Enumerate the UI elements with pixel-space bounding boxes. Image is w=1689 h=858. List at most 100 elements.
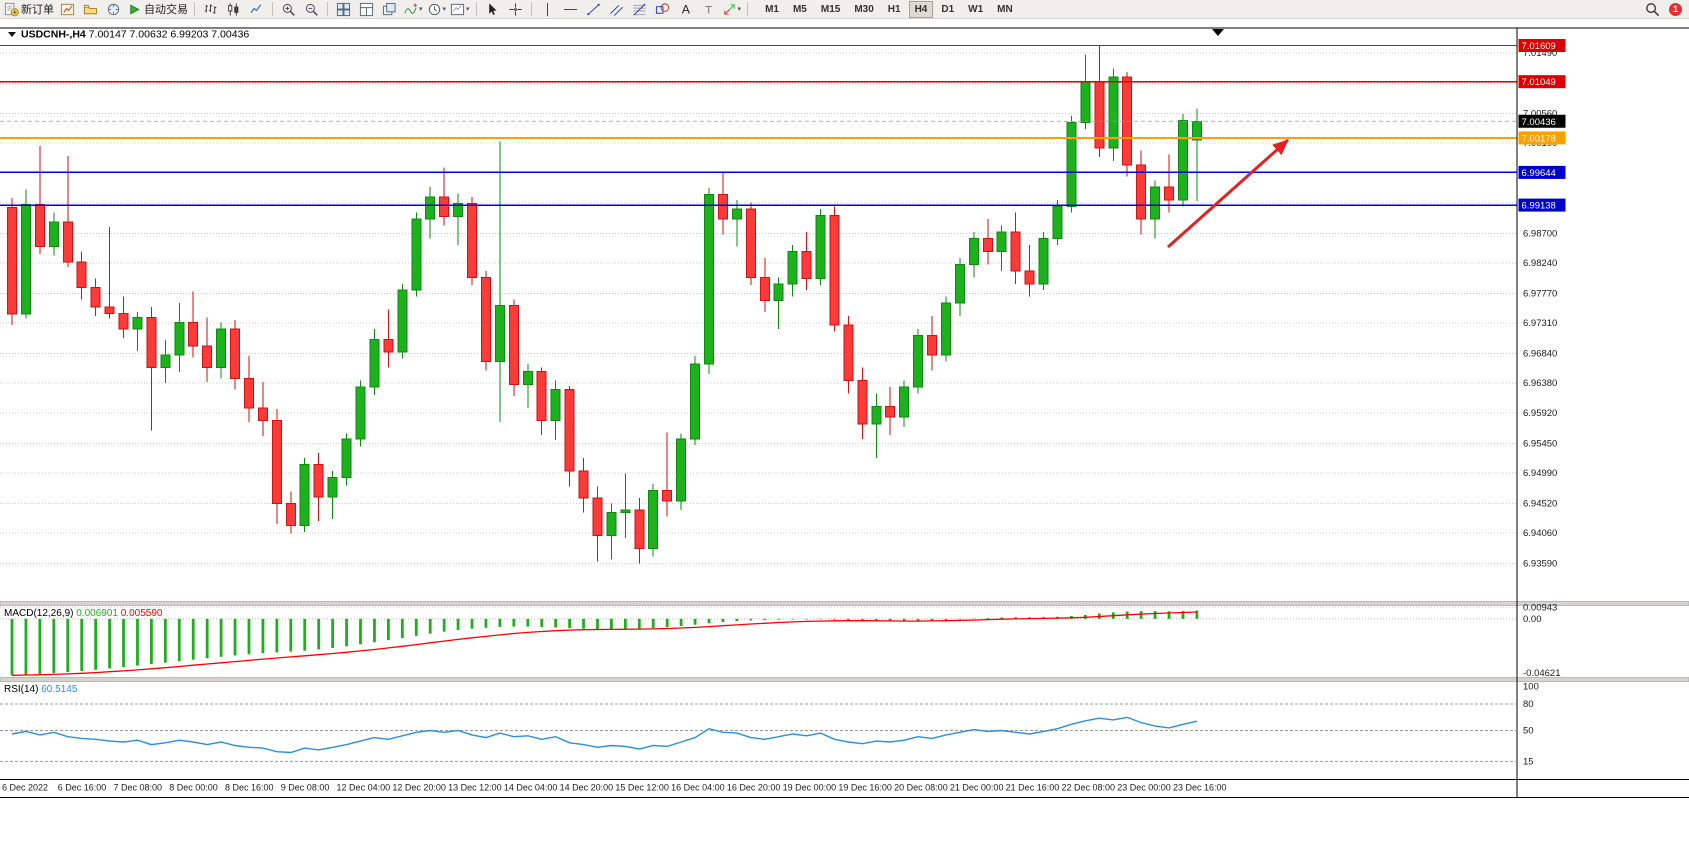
- candle-body[interactable]: [132, 316, 143, 330]
- candle-body[interactable]: [773, 283, 784, 302]
- navigator-button[interactable]: [102, 1, 125, 18]
- cursor-button[interactable]: [481, 1, 504, 18]
- trend-arrow-annotation[interactable]: [1167, 138, 1289, 249]
- templates-button[interactable]: ▾: [448, 1, 472, 18]
- candlestick-mode-button[interactable]: [222, 1, 245, 18]
- candle-body[interactable]: [704, 194, 714, 365]
- candle-body[interactable]: [355, 386, 366, 440]
- candle-body[interactable]: [1191, 120, 1202, 141]
- candle-body[interactable]: [1150, 186, 1161, 220]
- candle-body[interactable]: [982, 238, 993, 252]
- candle-body[interactable]: [550, 389, 561, 422]
- candle-body[interactable]: [536, 371, 547, 422]
- trendline-button[interactable]: [582, 1, 605, 18]
- candle-body[interactable]: [494, 305, 505, 362]
- candle-body[interactable]: [48, 221, 59, 247]
- candle-body[interactable]: [160, 354, 171, 369]
- arrows-button[interactable]: ▾: [720, 1, 744, 18]
- candle-body[interactable]: [731, 208, 742, 220]
- timeframe-h4-button[interactable]: H4: [908, 0, 934, 18]
- candle-body[interactable]: [1164, 186, 1175, 201]
- candle-body[interactable]: [522, 371, 533, 386]
- candle-body[interactable]: [397, 289, 408, 353]
- text-label-button[interactable]: T: [697, 1, 720, 18]
- rsi-pane-splitter[interactable]: [0, 677, 1689, 682]
- timeframe-h1-button[interactable]: H1: [887, 3, 901, 15]
- candle-body[interactable]: [383, 338, 394, 353]
- shapes-button[interactable]: [651, 1, 674, 18]
- candle-body[interactable]: [801, 250, 812, 280]
- candle-body[interactable]: [606, 511, 617, 537]
- text-button[interactable]: A: [674, 1, 697, 18]
- candle-body[interactable]: [257, 407, 268, 422]
- candle-body[interactable]: [1038, 238, 1049, 285]
- chart-shift-marker[interactable]: [1212, 29, 1224, 36]
- timeframe-m5-button[interactable]: M5: [792, 3, 807, 15]
- candle-body[interactable]: [1066, 121, 1077, 207]
- zoom-out-button[interactable]: [300, 1, 323, 18]
- candle-body[interactable]: [648, 489, 659, 550]
- cascade-windows-button[interactable]: [378, 1, 401, 18]
- candle-body[interactable]: [927, 334, 938, 356]
- templates-dropdown-icon[interactable]: ▾: [466, 6, 470, 13]
- candle-body[interactable]: [996, 231, 1007, 252]
- candle-body[interactable]: [453, 203, 464, 218]
- candle-body[interactable]: [467, 203, 478, 278]
- candle-body[interactable]: [1080, 81, 1091, 123]
- candle-body[interactable]: [104, 306, 115, 314]
- bar-chart-mode-button[interactable]: [199, 1, 222, 18]
- timeframe-mn-button[interactable]: MN: [997, 3, 1013, 15]
- candle-body[interactable]: [299, 464, 310, 526]
- candle-body[interactable]: [313, 464, 324, 498]
- candle-body[interactable]: [202, 345, 213, 369]
- candle-body[interactable]: [188, 322, 199, 347]
- candle-body[interactable]: [940, 302, 951, 356]
- candle-body[interactable]: [1136, 164, 1147, 220]
- candle-body[interactable]: [815, 214, 826, 280]
- candle-body[interactable]: [146, 316, 157, 369]
- candle-body[interactable]: [843, 324, 854, 382]
- candle-body[interactable]: [90, 287, 101, 308]
- candle-body[interactable]: [327, 477, 338, 498]
- timeframe-m15-button[interactable]: M15: [820, 3, 841, 15]
- periods-button[interactable]: ▾: [425, 1, 449, 18]
- candle-body[interactable]: [968, 238, 979, 265]
- candle-body[interactable]: [829, 214, 840, 326]
- macd-pane-splitter[interactable]: [0, 601, 1689, 606]
- equidistant-channel-button[interactable]: [605, 1, 628, 18]
- candle-body[interactable]: [34, 203, 45, 247]
- crosshair-button[interactable]: [504, 1, 527, 18]
- candle-body[interactable]: [1108, 76, 1119, 149]
- candle-body[interactable]: [1010, 231, 1021, 272]
- candle-body[interactable]: [578, 470, 589, 499]
- candle-body[interactable]: [857, 380, 868, 425]
- candle-body[interactable]: [271, 420, 282, 504]
- candle-body[interactable]: [787, 250, 798, 285]
- candle-body[interactable]: [690, 363, 701, 440]
- candle-body[interactable]: [411, 218, 422, 291]
- candle-body[interactable]: [480, 276, 491, 362]
- profiles-button[interactable]: [79, 1, 102, 18]
- candle-body[interactable]: [76, 261, 87, 289]
- timeframe-m30-button[interactable]: M30: [854, 3, 874, 15]
- candle-body[interactable]: [230, 328, 241, 380]
- candle-body[interactable]: [717, 194, 728, 220]
- notification-badge[interactable]: 1: [1669, 2, 1682, 16]
- timeframe-m1-button[interactable]: M1: [765, 3, 779, 15]
- candle-body[interactable]: [174, 322, 185, 356]
- candle-body[interactable]: [243, 378, 254, 409]
- candle-body[interactable]: [662, 489, 673, 502]
- new-order-button[interactable]: 新订单: [2, 1, 56, 18]
- candle-body[interactable]: [676, 438, 687, 502]
- collapse-chart-icon[interactable]: [8, 32, 16, 37]
- candle-body[interactable]: [592, 497, 603, 537]
- auto-arrange-button[interactable]: [355, 1, 378, 18]
- candle-body[interactable]: [1024, 270, 1035, 285]
- candle-body[interactable]: [118, 312, 129, 330]
- timeframe-w1-button[interactable]: W1: [968, 3, 984, 15]
- candle-body[interactable]: [885, 405, 896, 418]
- search-button[interactable]: [1641, 1, 1664, 18]
- line-chart-mode-button[interactable]: [245, 1, 268, 18]
- tile-windows-button[interactable]: [332, 1, 355, 18]
- candle-body[interactable]: [745, 208, 756, 278]
